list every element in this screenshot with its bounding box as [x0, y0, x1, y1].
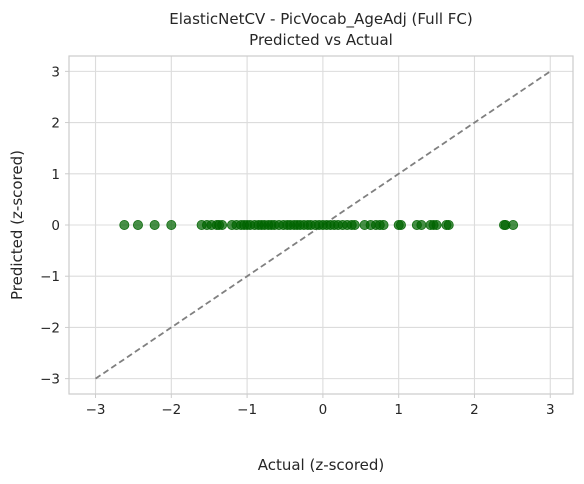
- scatter-point: [508, 219, 519, 230]
- reference-line-group: [95, 70, 551, 380]
- x-tick-label: −2: [161, 402, 181, 418]
- chart-title: ElasticNetCV - PicVocab_AgeAdj (Full FC): [169, 10, 473, 29]
- ticks: −3 −2 −1 0 1 2 3 −3 −2 −1 0 1 2 3: [40, 64, 554, 418]
- x-tick-label: 0: [319, 402, 328, 418]
- x-tick-label: 3: [546, 402, 555, 418]
- y-tick-label: −2: [40, 320, 60, 336]
- y-tick-label: 1: [51, 167, 60, 183]
- points-group: [119, 219, 519, 230]
- y-axis-label: Predicted (z-scored): [8, 150, 26, 300]
- scatter-point: [395, 219, 406, 230]
- identity-line: [95, 70, 551, 380]
- x-tick-label: 2: [470, 402, 479, 418]
- scatter-point: [431, 219, 442, 230]
- scatter-point: [149, 219, 160, 230]
- scatter-point: [349, 219, 360, 230]
- x-tick-label: −1: [237, 402, 257, 418]
- x-tick-label: 1: [394, 402, 403, 418]
- y-tick-label: −1: [40, 269, 60, 285]
- scatter-point: [378, 219, 389, 230]
- scatter-point: [217, 219, 228, 230]
- scatter-point: [166, 219, 177, 230]
- scatter-point: [132, 219, 143, 230]
- y-tick-label: −3: [40, 372, 60, 388]
- y-tick-label: 2: [51, 116, 60, 132]
- chart-subtitle: Predicted vs Actual: [249, 31, 393, 49]
- x-axis-label: Actual (z-scored): [258, 456, 385, 474]
- scatter-point: [119, 219, 130, 230]
- y-tick-label: 3: [51, 64, 60, 80]
- x-tick-label: −3: [86, 402, 106, 418]
- scatter-point: [416, 219, 427, 230]
- y-tick-label: 0: [51, 218, 60, 234]
- scatter-point: [443, 219, 454, 230]
